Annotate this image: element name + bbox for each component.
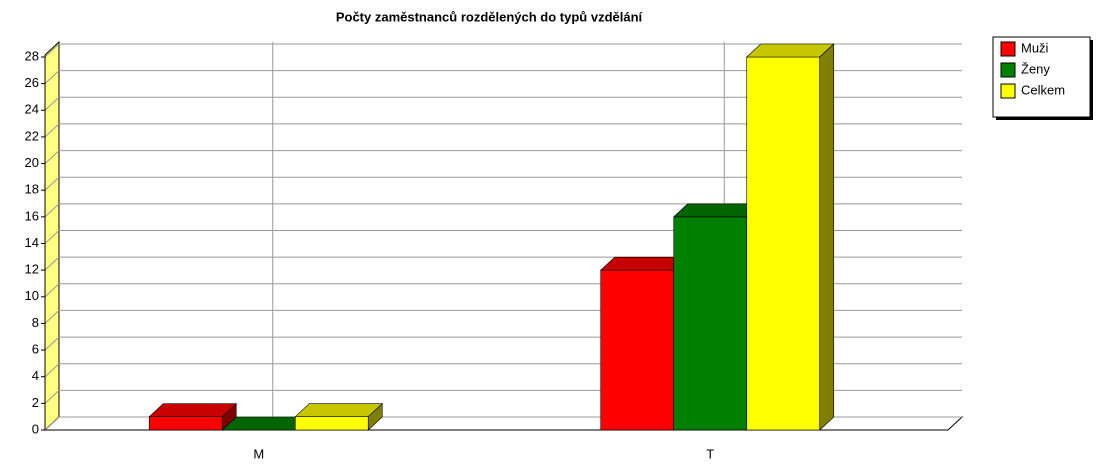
- grid-line-wall: [44, 283, 60, 298]
- grid-line-wall: [44, 176, 60, 191]
- legend-swatch: [1000, 62, 1016, 78]
- grid-line-wall: [44, 70, 60, 85]
- bar-top: [745, 43, 835, 58]
- x-tick-label: M: [253, 446, 264, 461]
- chart-title: Počty zaměstnanců rozdělených do typů vz…: [336, 9, 643, 24]
- y-tick-label: 16: [25, 208, 39, 223]
- y-tick-label: 2: [32, 395, 39, 410]
- legend-swatch: [1000, 41, 1016, 57]
- legend-label: Ženy: [1021, 61, 1050, 76]
- y-tick-label: 28: [25, 48, 39, 63]
- grid-line-wall: [44, 203, 60, 218]
- left-wall: [44, 40, 60, 432]
- bar-side: [819, 43, 835, 431]
- bar-top: [148, 403, 238, 417]
- y-tick-label: 0: [32, 421, 39, 436]
- grid-line-wall: [44, 43, 60, 58]
- grid-line-wall: [44, 416, 60, 431]
- y-tick-label: 4: [32, 368, 39, 383]
- grid-line-wall: [44, 336, 60, 351]
- grid-line-wall: [44, 310, 60, 324]
- grid-line-wall: [44, 96, 60, 111]
- y-tick-label: 22: [25, 128, 39, 143]
- y-tick-label: 14: [25, 235, 39, 250]
- legend-label: Muži: [1021, 40, 1049, 55]
- legend-swatch: [1000, 83, 1016, 99]
- grid-line-wall: [44, 363, 60, 378]
- y-tick-label: 18: [25, 182, 39, 197]
- y-tick-label: 10: [25, 288, 39, 303]
- legend-label: Celkem: [1021, 82, 1065, 97]
- bar-side: [367, 402, 383, 431]
- bar-front: [294, 416, 369, 431]
- y-tick-label: 8: [32, 315, 39, 330]
- bar-front: [673, 216, 748, 431]
- bar-front: [148, 416, 223, 431]
- y-tick-label: 12: [25, 262, 39, 277]
- grid-line-wall: [44, 256, 60, 271]
- grid-line-wall: [44, 389, 60, 404]
- y-tick-label: 24: [25, 102, 39, 117]
- bar-front: [746, 56, 821, 431]
- y-tick-label: 26: [25, 75, 39, 90]
- grid-line-wall: [44, 123, 60, 138]
- x-tick-label: T: [706, 446, 714, 461]
- bar-top: [294, 403, 384, 417]
- grid-line-wall: [44, 230, 60, 244]
- y-tick-label: 6: [32, 342, 39, 357]
- grid-line-wall: [44, 150, 60, 164]
- bar-front: [600, 269, 675, 431]
- y-tick-label: 20: [25, 155, 39, 170]
